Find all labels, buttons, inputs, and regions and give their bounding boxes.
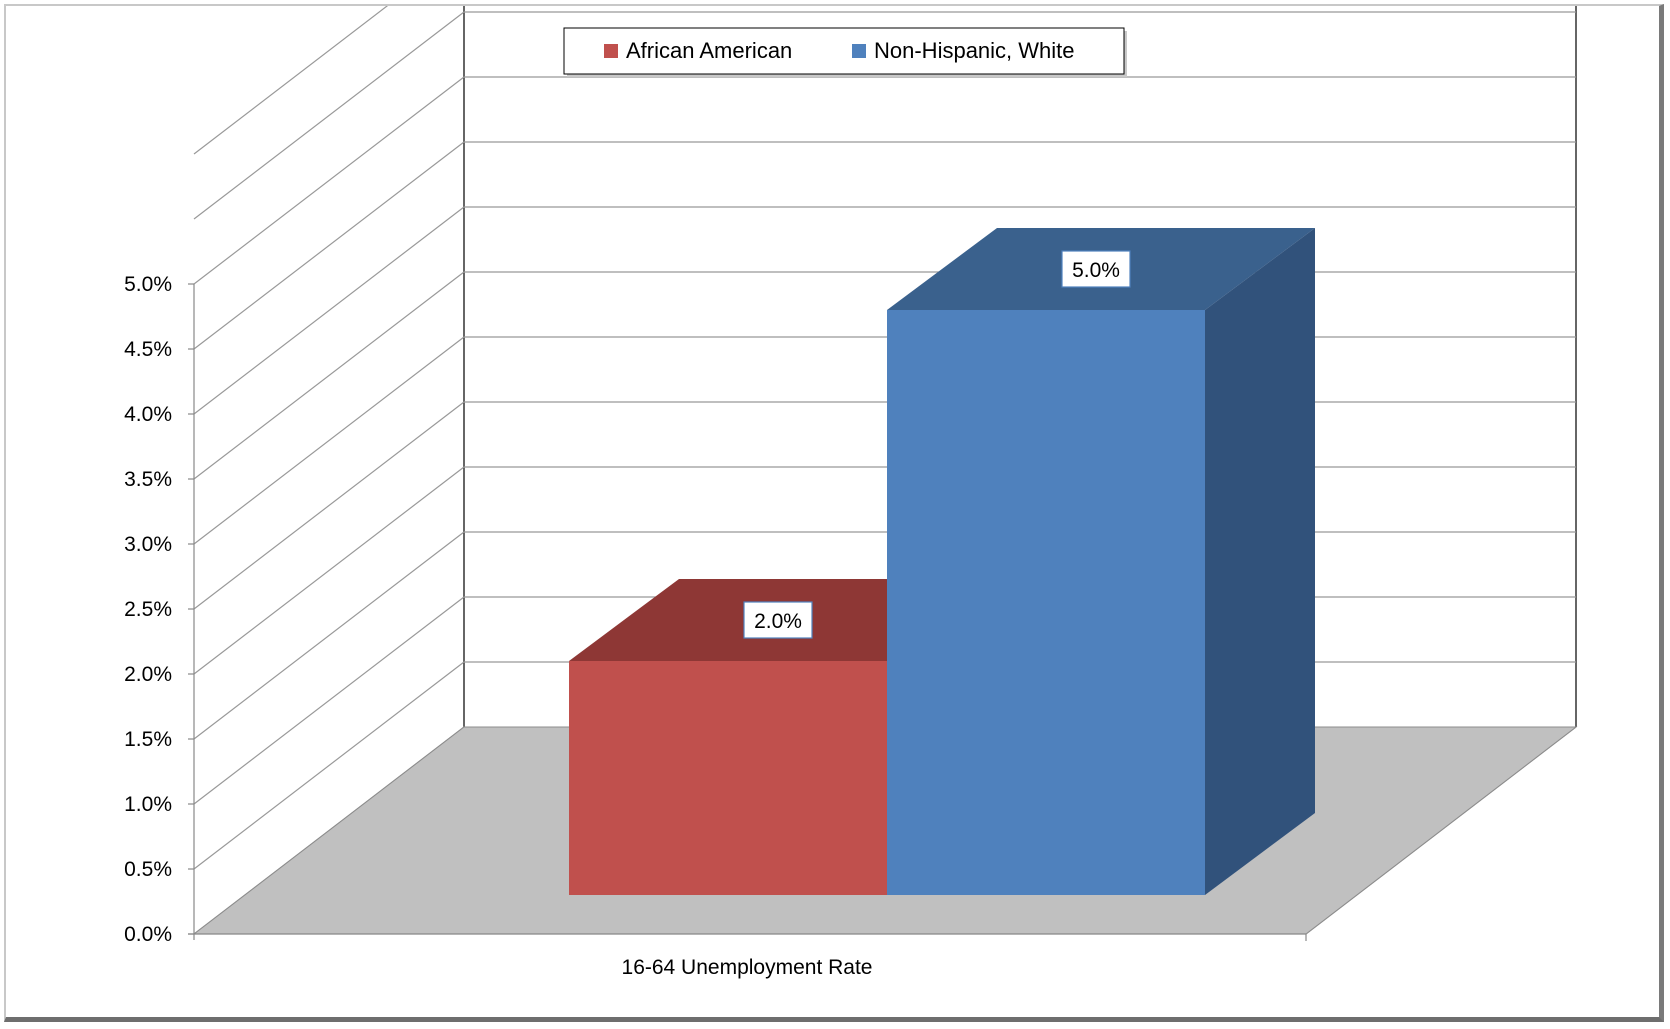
data-label-african-american: 2.0% <box>754 610 802 633</box>
legend-label-african-american: African American <box>626 38 792 63</box>
y-tick-label: 4.0% <box>124 403 172 426</box>
legend-box <box>563 27 1125 75</box>
side-gridline <box>193 466 465 675</box>
y-axis: 0.0% 0.5% 1.0% 1.5% 2.0% 2.5% 3.0% 3.5% 4.0% 4.5%… <box>124 273 1307 979</box>
chart-svg: 0.0% 0.5% 1.0% 1.5% 2.0% 2.5% 3.0% 3.5% 4.0% 4.5%… <box>124 6 1578 979</box>
bar-front-african-american <box>569 661 887 895</box>
data-label-non-hispanic-white: 5.0% <box>1072 259 1120 282</box>
y-tick-label: 2.0% <box>124 663 172 686</box>
side-gridline <box>193 76 465 285</box>
data-label-box-african-american <box>743 601 813 639</box>
bar-front-non-hispanic-white <box>887 310 1205 895</box>
bars <box>569 228 1315 895</box>
side-gridline <box>193 531 465 740</box>
legend-swatch-african-american <box>604 44 618 58</box>
legend-swatch-non-hispanic-white <box>852 44 866 58</box>
side-gridline <box>193 596 465 805</box>
side-gridline <box>193 6 389 155</box>
data-labels: 2.0% 5.0% <box>743 250 1131 639</box>
y-tick-label: 0.0% <box>124 923 172 946</box>
side-gridline <box>193 271 465 480</box>
side-gridline <box>193 401 465 610</box>
y-tick-label: 5.0% <box>124 273 172 296</box>
y-tick-label: 3.0% <box>124 533 172 556</box>
y-tick-label: 1.5% <box>124 728 172 751</box>
y-tick-label: 1.0% <box>124 793 172 816</box>
side-gridline <box>193 206 465 415</box>
side-gridline <box>193 141 465 350</box>
side-gridline <box>193 661 465 870</box>
side-gridline <box>193 11 465 220</box>
side-gridline <box>193 336 465 545</box>
data-label-box-non-hispanic-white <box>1061 250 1131 288</box>
legend: African American Non-Hispanic, White <box>563 27 1127 77</box>
legend-label-non-hispanic-white: Non-Hispanic, White <box>874 38 1075 63</box>
y-tick-label: 0.5% <box>124 858 172 881</box>
y-tick-label: 2.5% <box>124 598 172 621</box>
category-label: 16-64 Unemployment Rate <box>622 956 873 979</box>
chart-frame: 0.0% 0.5% 1.0% 1.5% 2.0% 2.5% 3.0% 3.5% 4.0% 4.5%… <box>4 4 1664 1022</box>
bar-side-non-hispanic-white <box>1205 228 1315 895</box>
y-tick-label: 3.5% <box>124 468 172 491</box>
y-tick-label: 4.5% <box>124 338 172 361</box>
